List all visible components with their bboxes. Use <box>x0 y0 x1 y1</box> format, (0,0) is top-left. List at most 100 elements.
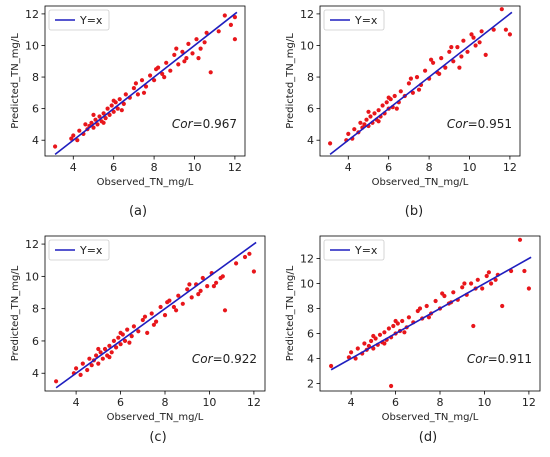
data-point <box>232 37 237 42</box>
data-point <box>162 313 168 318</box>
data-point <box>186 41 191 47</box>
data-point <box>114 345 119 350</box>
data-point <box>205 284 210 289</box>
data-point <box>125 327 130 332</box>
data-point <box>145 330 150 335</box>
reference-line <box>330 256 532 371</box>
data-point <box>473 43 478 48</box>
correlation-annotation: Cor=0.967 <box>172 117 237 131</box>
data-point <box>107 343 112 348</box>
data-point <box>471 323 476 329</box>
x-tick-label: 4 <box>345 161 352 174</box>
data-point <box>346 131 351 136</box>
data-point <box>78 372 83 377</box>
y-tick-label: 10 <box>25 39 39 52</box>
data-point <box>176 62 181 67</box>
data-point <box>87 356 92 361</box>
data-point <box>129 334 134 339</box>
y-tick-label: 2 <box>307 378 314 391</box>
data-point <box>424 303 429 309</box>
data-point <box>439 56 444 61</box>
data-point <box>117 97 122 102</box>
data-point <box>232 15 237 20</box>
data-point <box>122 338 128 343</box>
data-point <box>394 106 399 111</box>
y-axis-label: Predicted_TN_mg/L <box>285 33 296 129</box>
data-point <box>423 68 428 73</box>
data-point <box>187 282 192 287</box>
data-point <box>406 315 411 320</box>
data-point <box>118 330 123 335</box>
data-point <box>141 90 147 95</box>
data-point <box>499 7 504 12</box>
reference-line <box>54 11 238 156</box>
correlation-prefix: Cor <box>467 352 489 366</box>
data-point <box>94 353 99 358</box>
data-point <box>184 56 189 61</box>
data-point <box>109 103 114 108</box>
data-point <box>53 144 58 149</box>
data-point <box>103 116 108 121</box>
data-point <box>477 40 482 45</box>
data-point <box>216 29 221 34</box>
data-point <box>168 68 173 73</box>
data-point <box>443 65 448 70</box>
data-point <box>489 281 494 286</box>
data-point <box>174 308 179 313</box>
data-point <box>372 111 377 116</box>
panel-caption: (d) <box>419 430 437 445</box>
data-point <box>101 120 106 125</box>
data-point <box>218 275 223 281</box>
x-tick-label: 12 <box>228 161 242 174</box>
data-point <box>469 281 474 286</box>
data-point <box>102 346 108 352</box>
y-tick-label: 8 <box>32 303 39 316</box>
x-tick-label: 6 <box>110 161 117 174</box>
data-point <box>77 128 82 133</box>
y-tick-label: 4 <box>32 134 39 147</box>
data-point <box>479 29 484 34</box>
legend-box <box>48 9 110 31</box>
data-point <box>349 350 354 355</box>
y-tick-label: 12 <box>300 253 314 266</box>
data-point <box>364 117 369 122</box>
data-point <box>382 330 387 335</box>
x-tick-label: 12 <box>247 396 261 409</box>
data-point <box>71 133 76 138</box>
data-point <box>100 356 105 361</box>
data-point <box>111 109 116 114</box>
data-point <box>507 32 512 37</box>
data-point <box>111 338 116 343</box>
chart-panel: 4 6 8 10 12 4 6 8 10 12 Observed_TN_mg/L Predicted_… <box>10 5 246 219</box>
x-tick-label: 4 <box>70 161 77 174</box>
y-tick-label: 12 <box>25 238 39 251</box>
correlation-prefix: Cor <box>172 117 194 131</box>
data-point <box>242 254 248 260</box>
data-point <box>119 108 124 113</box>
data-point <box>189 295 194 300</box>
correlation-value: =0.922 <box>213 352 257 366</box>
y-tick-label: 10 <box>25 270 39 283</box>
x-tick-label: 8 <box>437 396 444 409</box>
y-axis-label: Predicted_TN_mg/L <box>10 33 21 129</box>
data-point <box>176 293 181 298</box>
data-point <box>101 111 106 116</box>
data-point <box>517 237 523 242</box>
data-point <box>74 366 79 371</box>
correlation-prefix: Cor <box>447 117 469 131</box>
data-point <box>135 92 140 97</box>
data-point <box>91 125 96 130</box>
x-tick-label: 10 <box>462 161 476 174</box>
y-tick-label: 12 <box>25 8 39 21</box>
data-point <box>352 127 357 132</box>
data-point <box>431 60 436 65</box>
data-point <box>251 269 256 274</box>
data-point <box>131 324 136 329</box>
data-point <box>171 304 176 310</box>
data-point <box>480 286 485 291</box>
correlation-annotation: Cor=0.951 <box>447 117 512 131</box>
data-point <box>89 363 94 368</box>
data-point <box>377 332 383 337</box>
y-tick-label: 6 <box>32 103 39 116</box>
